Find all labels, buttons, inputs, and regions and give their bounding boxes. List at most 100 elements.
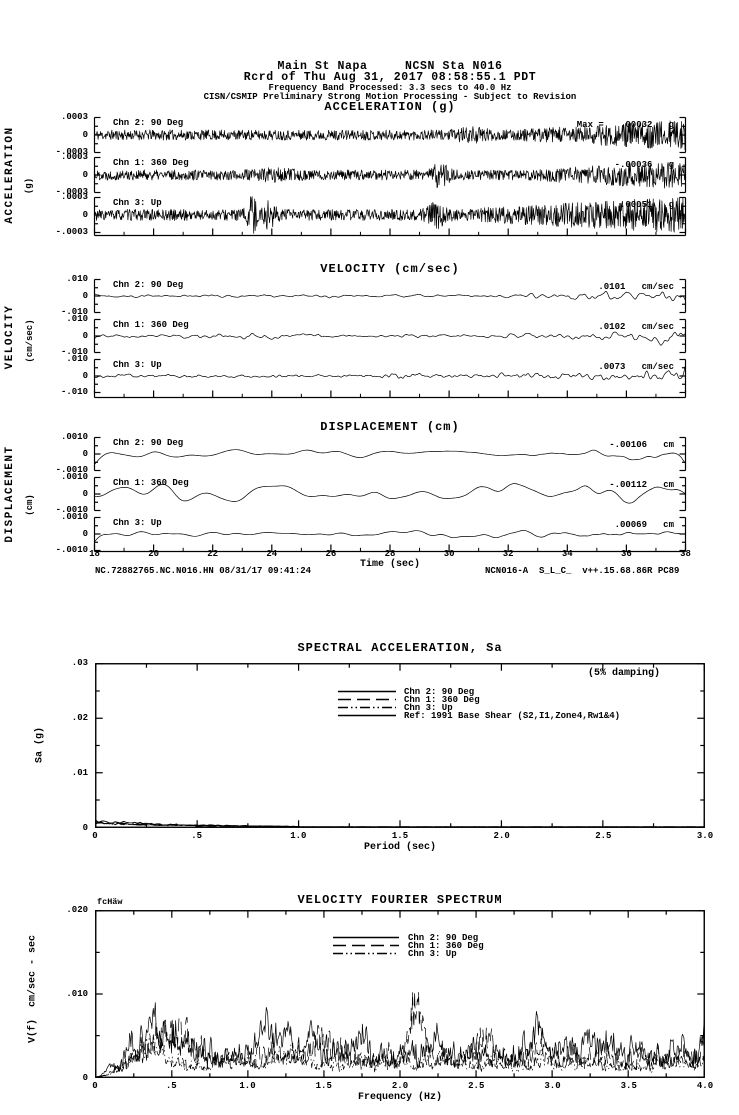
time-axis-tick-label: 32: [502, 549, 514, 559]
y-tick-label: .0010: [60, 472, 88, 482]
velocity-trace-1: [94, 331, 686, 346]
time-axis-tick-label: 24: [266, 549, 278, 559]
y-tick-label: 0: [82, 130, 88, 140]
sa-legend-entry-label: Ref: 1991 Base Shear (S2,I1,Zone4,Rw1&4): [404, 711, 621, 721]
channel-label: Chn 1: 360 Deg: [113, 320, 189, 330]
displacement-axis-label: DISPLACEMENT: [4, 445, 16, 543]
channel-label: Chn 3: Up: [113, 198, 162, 208]
channel-label: Chn 3: Up: [113, 518, 162, 528]
time-axis-tick-label: 30: [443, 549, 455, 559]
peak-annotation: -.00036 g: [614, 160, 674, 170]
sa-x-tick-label: 1.0: [290, 831, 307, 841]
peak-annotation: .00051 g: [619, 200, 674, 210]
y-tick-label: 0: [82, 291, 88, 301]
acceleration-trace-2: [94, 196, 686, 234]
fourier-legend-line-chn-1-360-deg: [333, 944, 399, 947]
y-tick-label: -.010: [60, 347, 88, 357]
displacement-strip-chn-1-360-deg: [93, 476, 687, 512]
channel-label: Chn 1: 360 Deg: [113, 158, 189, 168]
y-tick-label: .0003: [60, 192, 88, 202]
y-tick-label: 0: [82, 489, 88, 499]
fourier-y-tick-label: .010: [66, 989, 88, 999]
sa-damping-annotation: (5% damping): [587, 668, 660, 679]
sa-plot-frame: [95, 663, 705, 828]
time-axis-caption: Time (sec): [359, 559, 420, 570]
peak-annotation: -.00106 cm: [609, 440, 674, 450]
velocity-trace-0: [94, 290, 686, 302]
time-axis-tick-label: 28: [384, 549, 396, 559]
velocity-section-title: VELOCITY (cm/sec): [320, 262, 460, 276]
fourier-plot-frame: [95, 910, 705, 1078]
sa-y-tick-label: .01: [71, 768, 88, 778]
peak-annotation: .00069 cm: [614, 520, 674, 530]
sa-y-tick-label: .02: [71, 713, 88, 723]
velocity-axis-label: VELOCITY: [4, 304, 16, 370]
sa-x-tick-label: 1.5: [391, 831, 409, 841]
sa-x-tick-label: 2.0: [493, 831, 510, 841]
y-tick-label: 0: [82, 210, 88, 220]
y-tick-label: 0: [82, 449, 88, 459]
fourier-corner-frequency-label: fcHäw: [97, 897, 123, 907]
time-axis-tick-label: 20: [148, 549, 159, 559]
time-axis-tick-label: 34: [561, 549, 573, 559]
acceleration-time-axis: [93, 228, 687, 237]
displacement-trace-2: [94, 529, 686, 542]
y-tick-label: 0: [82, 371, 88, 381]
time-axis-tick-label: 18: [89, 549, 100, 559]
y-tick-label: -.010: [60, 387, 88, 397]
peak-annotation: -.00112 cm: [609, 480, 674, 490]
y-tick-label: -.0010: [55, 505, 88, 515]
y-tick-label: -.0010: [55, 465, 88, 475]
sa-legend-entry-label: Chn 1: 360 Deg: [404, 695, 480, 705]
peak-annotation: .0102 cm/sec: [598, 322, 674, 332]
displacement-trace-0: [94, 449, 686, 465]
acceleration-axis-label: ACCELERATION: [4, 126, 16, 224]
y-tick-label: .010: [66, 314, 88, 324]
y-tick-label: .010: [66, 274, 88, 284]
acceleration-strip-chn-1-360-deg: [93, 156, 687, 194]
sa-x-tick-label: 0: [92, 831, 98, 841]
fourier-x-tick-label: 4.0: [696, 1081, 714, 1091]
time-axis-tick-label: 22: [207, 549, 219, 559]
frequency-band-note: Frequency Band Processed: 3.3 secs to 40…: [268, 83, 512, 93]
fourier-legend-line-chn-2-90-deg: [333, 936, 399, 939]
sa-legend-entry-label: Chn 3: Up: [404, 703, 453, 713]
fourier-legend-entry-label: Chn 1: 360 Deg: [408, 941, 484, 951]
sa-x-axis-label: Period (sec): [363, 842, 436, 853]
acceleration-trace-1: [94, 162, 686, 189]
displacement-trace-1: [94, 483, 686, 504]
acceleration-strip-chn-2-90-deg: [93, 116, 687, 154]
y-tick-label: .0003: [60, 112, 88, 122]
fourier-x-tick-label: 3.5: [620, 1081, 637, 1091]
record-title: Main St Napa NCSN Sta N016: [277, 60, 503, 73]
sa-legend-line-ref-1991-base-shear-s2-i1-zone4-rw1-4: [338, 714, 396, 717]
y-tick-label: .010: [66, 354, 88, 364]
velocity-strip-chn-3-up: [93, 358, 687, 394]
y-tick-label: -.0010: [55, 545, 88, 555]
record-datetime: Rcrd of Thu Aug 31, 2017 08:58:55.1 PDT: [243, 71, 537, 84]
velocity-strip-chn-1-360-deg: [93, 318, 687, 354]
fourier-legend-line-chn-3-up: [333, 952, 399, 955]
fourier-y-axis-label: V(f) cm/sec - sec: [27, 934, 39, 1044]
sa-y-tick-label: 0: [82, 823, 88, 833]
y-tick-label: -.010: [60, 307, 88, 317]
channel-label: Chn 2: 90 Deg: [113, 438, 184, 448]
record-id-footer: NC.72882765.NC.N016.HN 08/31/17 09:41:24: [95, 566, 312, 576]
y-tick-label: 0: [82, 529, 88, 539]
peak-annotation: .0101 cm/sec: [598, 282, 674, 292]
sa-title: SPECTRAL ACCELERATION, Sa: [297, 641, 503, 655]
channel-label: Chn 2: 90 Deg: [113, 118, 184, 128]
sa-y-axis-label: Sa (g): [34, 726, 46, 764]
processing-note: CISN/CSMIP Preliminary Strong Motion Pro…: [203, 92, 577, 102]
y-tick-label: 0: [82, 170, 88, 180]
fourier-x-tick-label: .5: [165, 1081, 177, 1091]
sa-x-tick-label: 2.5: [595, 831, 612, 841]
channel-label: Chn 2: 90 Deg: [113, 280, 184, 290]
sa-legend-entry-label: Chn 2: 90 Deg: [404, 687, 475, 697]
time-axis-tick-label: 38: [680, 549, 691, 559]
sa-series-ref-1991-base-shear-s2-i1-zone4-rw1-4: [95, 821, 705, 828]
acceleration-trace-0: [94, 120, 686, 151]
sa-y-tick-label: .03: [71, 658, 88, 668]
y-tick-label: -.0003: [55, 227, 88, 237]
y-tick-label: 0: [82, 331, 88, 341]
